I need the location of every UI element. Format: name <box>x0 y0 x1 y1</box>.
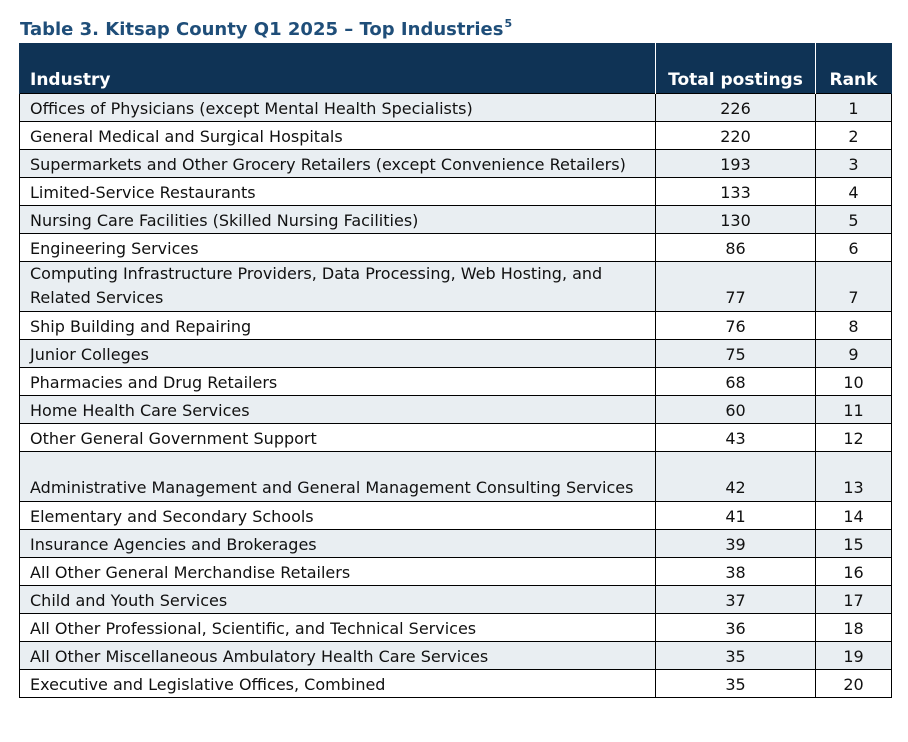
postings-cell: 43 <box>655 423 816 452</box>
industry-cell: Computing Infrastructure Providers, Data… <box>19 261 656 312</box>
postings-cell: 130 <box>655 205 816 234</box>
industry-cell: Junior Colleges <box>19 339 656 368</box>
table-row: Child and Youth Services 37 17 <box>19 585 892 614</box>
table-row: All Other Miscellaneous Ambulatory Healt… <box>19 641 892 670</box>
postings-cell: 39 <box>655 529 816 558</box>
postings-cell: 86 <box>655 233 816 262</box>
industry-cell: General Medical and Surgical Hospitals <box>19 121 656 150</box>
table-row: Insurance Agencies and Brokerages 39 15 <box>19 529 892 558</box>
rank-cell: 13 <box>815 451 892 502</box>
postings-cell: 68 <box>655 367 816 396</box>
postings-cell: 37 <box>655 585 816 614</box>
postings-cell: 220 <box>655 121 816 150</box>
table-row: Engineering Services 86 6 <box>19 233 892 262</box>
industry-cell: Ship Building and Repairing <box>19 311 656 340</box>
rank-cell: 10 <box>815 367 892 396</box>
table-caption: Table 3. Kitsap County Q1 2025 – Top Ind… <box>20 17 512 40</box>
rank-cell: 2 <box>815 121 892 150</box>
industry-cell: All Other Professional, Scientific, and … <box>19 613 656 642</box>
table-row: Computing Infrastructure Providers, Data… <box>19 261 892 312</box>
industry-cell: Other General Government Support <box>19 423 656 452</box>
postings-cell: 77 <box>655 261 816 312</box>
table-row: Home Health Care Services 60 11 <box>19 395 892 424</box>
rank-cell: 1 <box>815 93 892 122</box>
table-row: Elementary and Secondary Schools 41 14 <box>19 501 892 530</box>
industry-cell: All Other Miscellaneous Ambulatory Healt… <box>19 641 656 670</box>
industry-cell: Engineering Services <box>19 233 656 262</box>
industry-cell: Limited-Service Restaurants <box>19 177 656 206</box>
table-row: Supermarkets and Other Grocery Retailers… <box>19 149 892 178</box>
header-industry: Industry <box>19 43 656 94</box>
industry-cell: Nursing Care Facilities (Skilled Nursing… <box>19 205 656 234</box>
table-row: All Other General Merchandise Retailers 3… <box>19 557 892 586</box>
header-row: Industry Total postings Rank <box>19 43 892 94</box>
rank-cell: 5 <box>815 205 892 234</box>
postings-cell: 76 <box>655 311 816 340</box>
rank-cell: 12 <box>815 423 892 452</box>
postings-cell: 35 <box>655 669 816 698</box>
header-total-postings: Total postings <box>655 43 816 94</box>
industry-cell: Home Health Care Services <box>19 395 656 424</box>
caption-text: Table 3. Kitsap County Q1 2025 – Top Ind… <box>20 19 504 40</box>
rank-cell: 7 <box>815 261 892 312</box>
table-row: Pharmacies and Drug Retailers 68 10 <box>19 367 892 396</box>
rank-cell: 8 <box>815 311 892 340</box>
table-row: General Medical and Surgical Hospitals 22… <box>19 121 892 150</box>
postings-cell: 41 <box>655 501 816 530</box>
industry-cell: Elementary and Secondary Schools <box>19 501 656 530</box>
table-row: All Other Professional, Scientific, and … <box>19 613 892 642</box>
table-row: Executive and Legislative Offices, Combi… <box>19 669 892 698</box>
postings-cell: 35 <box>655 641 816 670</box>
table-body: Offices of Physicians (except Mental Hea… <box>19 93 892 698</box>
table-header: Industry Total postings Rank <box>19 43 892 94</box>
rank-cell: 18 <box>815 613 892 642</box>
rank-cell: 15 <box>815 529 892 558</box>
postings-cell: 193 <box>655 149 816 178</box>
rank-cell: 4 <box>815 177 892 206</box>
header-rank: Rank <box>815 43 892 94</box>
industry-cell: Executive and Legislative Offices, Combi… <box>19 669 656 698</box>
rank-cell: 19 <box>815 641 892 670</box>
table-row: Junior Colleges 75 9 <box>19 339 892 368</box>
table-row: Limited-Service Restaurants 133 4 <box>19 177 892 206</box>
rank-cell: 17 <box>815 585 892 614</box>
rank-cell: 14 <box>815 501 892 530</box>
postings-cell: 42 <box>655 451 816 502</box>
industry-cell: Child and Youth Services <box>19 585 656 614</box>
table-row: Ship Building and Repairing 76 8 <box>19 311 892 340</box>
postings-cell: 38 <box>655 557 816 586</box>
table-row: Administrative Management and General Ma… <box>19 451 892 502</box>
postings-cell: 36 <box>655 613 816 642</box>
industry-cell: Pharmacies and Drug Retailers <box>19 367 656 396</box>
footnote-marker: 5 <box>504 17 513 30</box>
rank-cell: 9 <box>815 339 892 368</box>
industry-cell: Insurance Agencies and Brokerages <box>19 529 656 558</box>
top-industries-table: Industry Total postings Rank Offices of … <box>19 43 892 698</box>
postings-cell: 60 <box>655 395 816 424</box>
table-row: Nursing Care Facilities (Skilled Nursing… <box>19 205 892 234</box>
rank-cell: 20 <box>815 669 892 698</box>
postings-cell: 75 <box>655 339 816 368</box>
industry-cell: All Other General Merchandise Retailers <box>19 557 656 586</box>
postings-cell: 226 <box>655 93 816 122</box>
industry-cell: Supermarkets and Other Grocery Retailers… <box>19 149 656 178</box>
table-row: Offices of Physicians (except Mental Hea… <box>19 93 892 122</box>
industry-cell: Offices of Physicians (except Mental Hea… <box>19 93 656 122</box>
rank-cell: 16 <box>815 557 892 586</box>
postings-cell: 133 <box>655 177 816 206</box>
industry-cell: Administrative Management and General Ma… <box>19 451 656 502</box>
rank-cell: 11 <box>815 395 892 424</box>
rank-cell: 3 <box>815 149 892 178</box>
rank-cell: 6 <box>815 233 892 262</box>
table-row: Other General Government Support 43 12 <box>19 423 892 452</box>
